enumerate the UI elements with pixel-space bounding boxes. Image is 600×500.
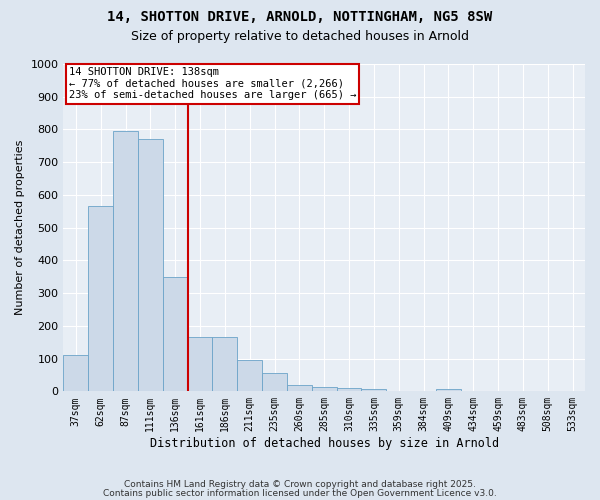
Text: Contains HM Land Registry data © Crown copyright and database right 2025.: Contains HM Land Registry data © Crown c… xyxy=(124,480,476,489)
Text: Size of property relative to detached houses in Arnold: Size of property relative to detached ho… xyxy=(131,30,469,43)
Bar xyxy=(237,360,262,392)
Bar xyxy=(188,338,212,392)
Bar xyxy=(461,390,485,392)
Bar xyxy=(361,388,386,392)
Bar xyxy=(163,277,188,392)
Bar xyxy=(262,374,287,392)
Bar xyxy=(212,338,237,392)
Bar xyxy=(138,140,163,392)
Bar xyxy=(337,388,361,392)
Bar xyxy=(312,388,337,392)
X-axis label: Distribution of detached houses by size in Arnold: Distribution of detached houses by size … xyxy=(149,437,499,450)
Bar xyxy=(64,356,88,392)
Bar xyxy=(88,206,113,392)
Bar xyxy=(560,390,585,392)
Bar xyxy=(436,388,461,392)
Text: 14 SHOTTON DRIVE: 138sqm
← 77% of detached houses are smaller (2,266)
23% of sem: 14 SHOTTON DRIVE: 138sqm ← 77% of detach… xyxy=(68,68,356,100)
Y-axis label: Number of detached properties: Number of detached properties xyxy=(15,140,25,316)
Bar xyxy=(535,390,560,392)
Bar xyxy=(287,386,312,392)
Text: Contains public sector information licensed under the Open Government Licence v3: Contains public sector information licen… xyxy=(103,488,497,498)
Bar xyxy=(113,131,138,392)
Text: 14, SHOTTON DRIVE, ARNOLD, NOTTINGHAM, NG5 8SW: 14, SHOTTON DRIVE, ARNOLD, NOTTINGHAM, N… xyxy=(107,10,493,24)
Bar xyxy=(386,390,411,392)
